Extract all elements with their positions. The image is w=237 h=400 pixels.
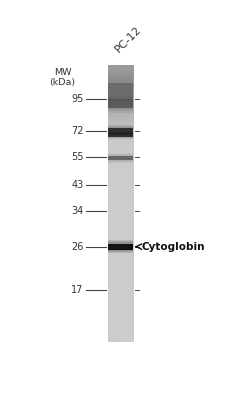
Text: 17: 17 (71, 285, 84, 295)
Text: 26: 26 (71, 242, 84, 252)
Text: 34: 34 (72, 206, 84, 216)
Text: PC-12: PC-12 (114, 25, 144, 55)
Text: 55: 55 (71, 152, 84, 162)
Text: 95: 95 (71, 94, 84, 104)
Text: MW
(kDa): MW (kDa) (50, 68, 76, 88)
Text: 72: 72 (71, 126, 84, 136)
Text: Cytoglobin: Cytoglobin (142, 242, 205, 252)
Text: 43: 43 (72, 180, 84, 190)
